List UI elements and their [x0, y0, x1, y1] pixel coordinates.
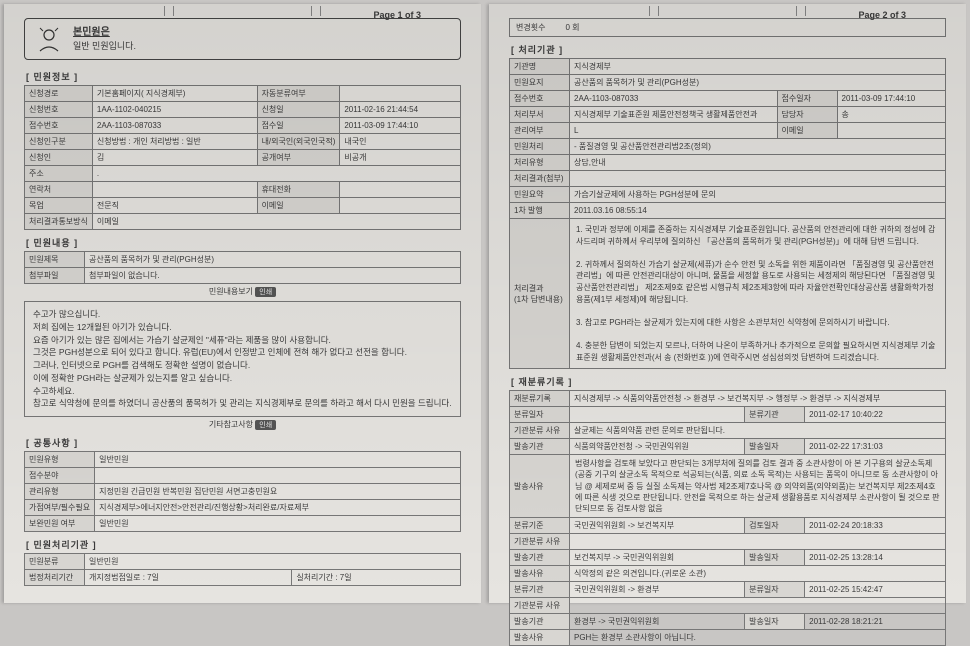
page-number: Page 2 of 3: [858, 10, 906, 20]
info-table-2: 민원제목공산품의 품목허가 및 관리(PGH성분) 첨부파일첨부파일이 없습니다…: [24, 251, 461, 284]
person-icon: [35, 25, 63, 53]
process-table: 기관명지식경제부 민원요지공산품의 품목허가 및 관리(PGH성분) 접수번호2…: [509, 58, 946, 369]
section-label: [ 재분류기록 ]: [511, 375, 946, 388]
section-label: [ 공통사항 ]: [26, 436, 461, 449]
print-pill[interactable]: 인쇄: [255, 287, 276, 297]
title-box: 본민원은 일반 민원입니다.: [24, 18, 461, 60]
title-sub: 일반 민원입니다.: [73, 41, 136, 51]
page-number: Page 1 of 3: [373, 10, 421, 20]
page-2: Page 2 of 3 변경횟수 0 회 [ 처리기관 ] 기관명지식경제부 민…: [489, 4, 966, 603]
content-tag: 민원내용보기 인쇄: [24, 286, 461, 297]
section-label: [ 민원내용 ]: [26, 236, 461, 249]
print-pill[interactable]: 인쇄: [255, 420, 276, 430]
common-table: 민원유형일반민원 접수분야 관리유형지정민원 긴급민원 반복민원 집단민원 서면…: [24, 451, 461, 532]
agency-table: 민원분류일반민원 법정처리기간개지정법접일로 : 7일실처리기간 : 7일: [24, 553, 461, 586]
ref-tag: 기타참고사항 인쇄: [24, 419, 461, 430]
section-label: [ 민원정보 ]: [26, 70, 461, 83]
reclass-table: 재분류기록지식경제부 -> 식품의약품안전청 -> 환경부 -> 보건복지부 -…: [509, 390, 946, 646]
info-table-1: 신청경로기본홈페이지( 지식경제부)자동분류여부 신청번호1AA-1102-04…: [24, 85, 461, 230]
change-count: 변경횟수 0 회: [509, 18, 946, 37]
section-label: [ 처리기관 ]: [511, 43, 946, 56]
response-body: 1. 국민과 정부에 이제를 존중하는 지식경제부 기술표준원입니다. 공산품의…: [570, 219, 946, 369]
section-label: [ 민원처리기관 ]: [26, 538, 461, 551]
title-bold: 본민원은: [73, 27, 110, 38]
page-1: Page 1 of 3 본민원은 일반 민원입니다. [ 민원정보 ] 신청경로…: [4, 4, 481, 603]
complaint-body: 수고가 많으십니다.저희 집에는 12개월된 아기가 있습니다.요즘 아기가 있…: [24, 301, 461, 417]
